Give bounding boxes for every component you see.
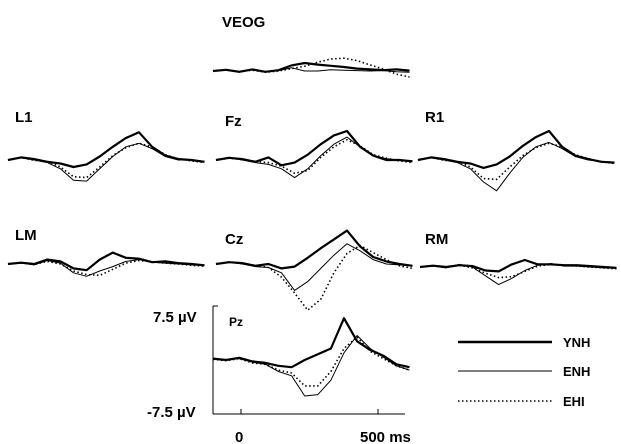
x-tick-label-0: 0 bbox=[235, 429, 243, 444]
y-tick-label-bottom: -7.5 µV bbox=[147, 404, 196, 421]
trace-r1-ehi bbox=[417, 142, 615, 181]
trace-r1-enh bbox=[417, 141, 615, 192]
panel-label-r1: R1 bbox=[425, 109, 444, 126]
trace-fz-enh bbox=[215, 136, 413, 179]
legend-label-ynh: YNH bbox=[563, 335, 590, 350]
trace-veog-ehi bbox=[212, 57, 410, 78]
legend-label-ehi: EHI bbox=[563, 394, 585, 409]
panel-label-l1: L1 bbox=[15, 109, 33, 126]
trace-cz-ehi bbox=[215, 244, 413, 312]
panel-label-rm: RM bbox=[425, 231, 448, 248]
trace-pz-ehi bbox=[212, 336, 410, 387]
panel-label-lm: LM bbox=[15, 227, 37, 244]
trace-pz-enh bbox=[212, 335, 410, 397]
legend-label-enh: ENH bbox=[563, 364, 590, 379]
legend: YNH ENH EHI bbox=[458, 335, 590, 409]
trace-r1-ynh bbox=[417, 129, 615, 169]
panel-label-veog: VEOG bbox=[222, 14, 265, 31]
panel-label-cz: Cz bbox=[225, 231, 243, 248]
panel-label-fz: Fz bbox=[225, 113, 242, 130]
trace-cz-enh bbox=[215, 243, 413, 291]
trace-l1-ehi bbox=[7, 142, 205, 179]
trace-lm-ynh bbox=[7, 251, 205, 272]
trace-rm-ehi bbox=[419, 263, 617, 279]
trace-layer bbox=[7, 57, 617, 397]
panel-label-pz: Pz bbox=[229, 315, 243, 329]
trace-fz-ehi bbox=[215, 139, 413, 174]
trace-rm-ynh bbox=[419, 258, 617, 273]
trace-lm-ehi bbox=[7, 259, 205, 277]
y-tick-label-top: 7.5 µV bbox=[153, 309, 197, 326]
x-tick-label-500: 500 ms bbox=[360, 429, 411, 444]
